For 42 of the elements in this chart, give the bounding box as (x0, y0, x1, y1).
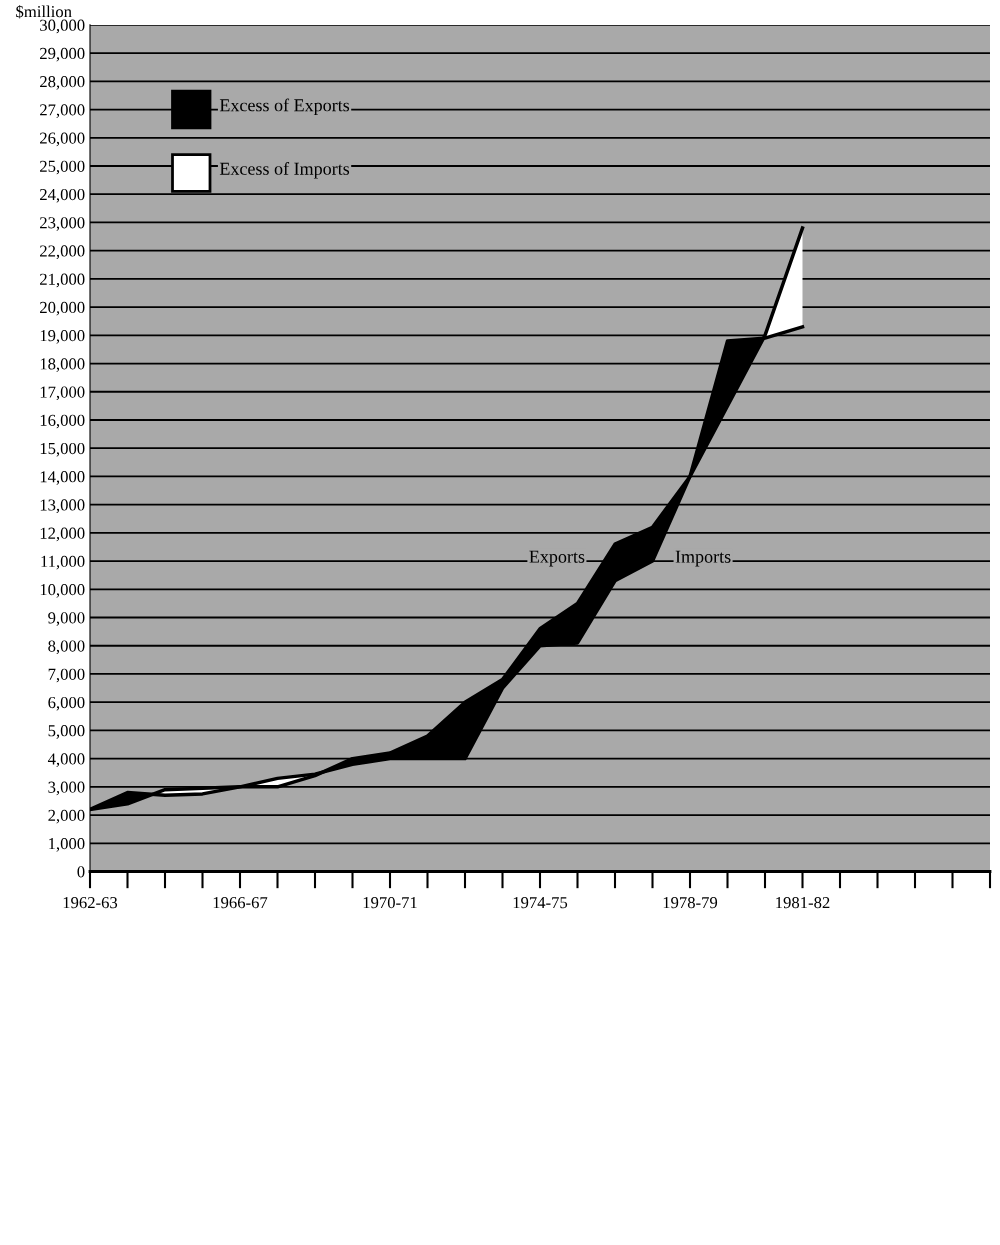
series-label: Exports (529, 550, 585, 567)
x-tick-label: 1974-75 (513, 897, 568, 909)
y-tick-label: 4,000 (47, 753, 85, 767)
annotation: Excess of Exports (219, 98, 350, 116)
y-tick-label: 11,000 (41, 555, 85, 570)
y-tick-label: 9,000 (48, 612, 85, 626)
y-tick-label: 22,000 (40, 245, 85, 260)
y-tick-label: 8,000 (48, 640, 85, 655)
y-tick-label: 16,000 (40, 414, 85, 429)
x-tick-label: 1978-79 (663, 896, 718, 909)
x-tick-label: 1962-63 (63, 897, 118, 909)
y-tick-label: 14,000 (40, 471, 85, 485)
y-tick-label: 29,000 (40, 47, 85, 62)
y-tick-label: 12,000 (40, 527, 85, 542)
y-tick-label: 25,000 (40, 160, 85, 175)
y-tick-label: 15,000 (40, 442, 85, 457)
y-tick-label: 0 (77, 866, 85, 878)
y-tick-label: 18,000 (40, 358, 85, 372)
y-tick-label: 7,000 (48, 668, 85, 683)
y-tick-label: 2,000 (48, 809, 85, 824)
x-tick-label: 1966-67 (213, 897, 268, 909)
x-tick-label: 1970-71 (363, 896, 417, 909)
y-tick-label: 30,000 (40, 19, 85, 34)
y-tick-label: 10,000 (40, 584, 85, 598)
y-tick-label: 17,000 (40, 386, 85, 401)
y-tick-label: 26,000 (40, 132, 85, 147)
y-tick-label: 1,000 (49, 837, 85, 852)
x-tick-label: 1981-82 (776, 896, 830, 909)
y-tick-label: 24,000 (40, 188, 85, 203)
y-tick-label: 28,000 (40, 76, 85, 90)
y-tick-label: 13,000 (40, 499, 85, 513)
y-tick-label: 21,000 (40, 273, 85, 288)
y-tick-label: 19,000 (40, 330, 85, 344)
y-axis-title: $million (16, 5, 72, 19)
y-tick-label: 3,000 (48, 781, 85, 796)
y-tick-label: 6,000 (48, 696, 85, 711)
series-label: Imports (675, 550, 731, 567)
y-tick-label: 27,000 (40, 104, 85, 118)
y-tick-label: 5,000 (48, 725, 85, 739)
y-tick-label: 20,000 (40, 301, 85, 316)
y-tick-label: 23,000 (40, 217, 85, 231)
annotation: Excess of Imports (219, 161, 350, 179)
